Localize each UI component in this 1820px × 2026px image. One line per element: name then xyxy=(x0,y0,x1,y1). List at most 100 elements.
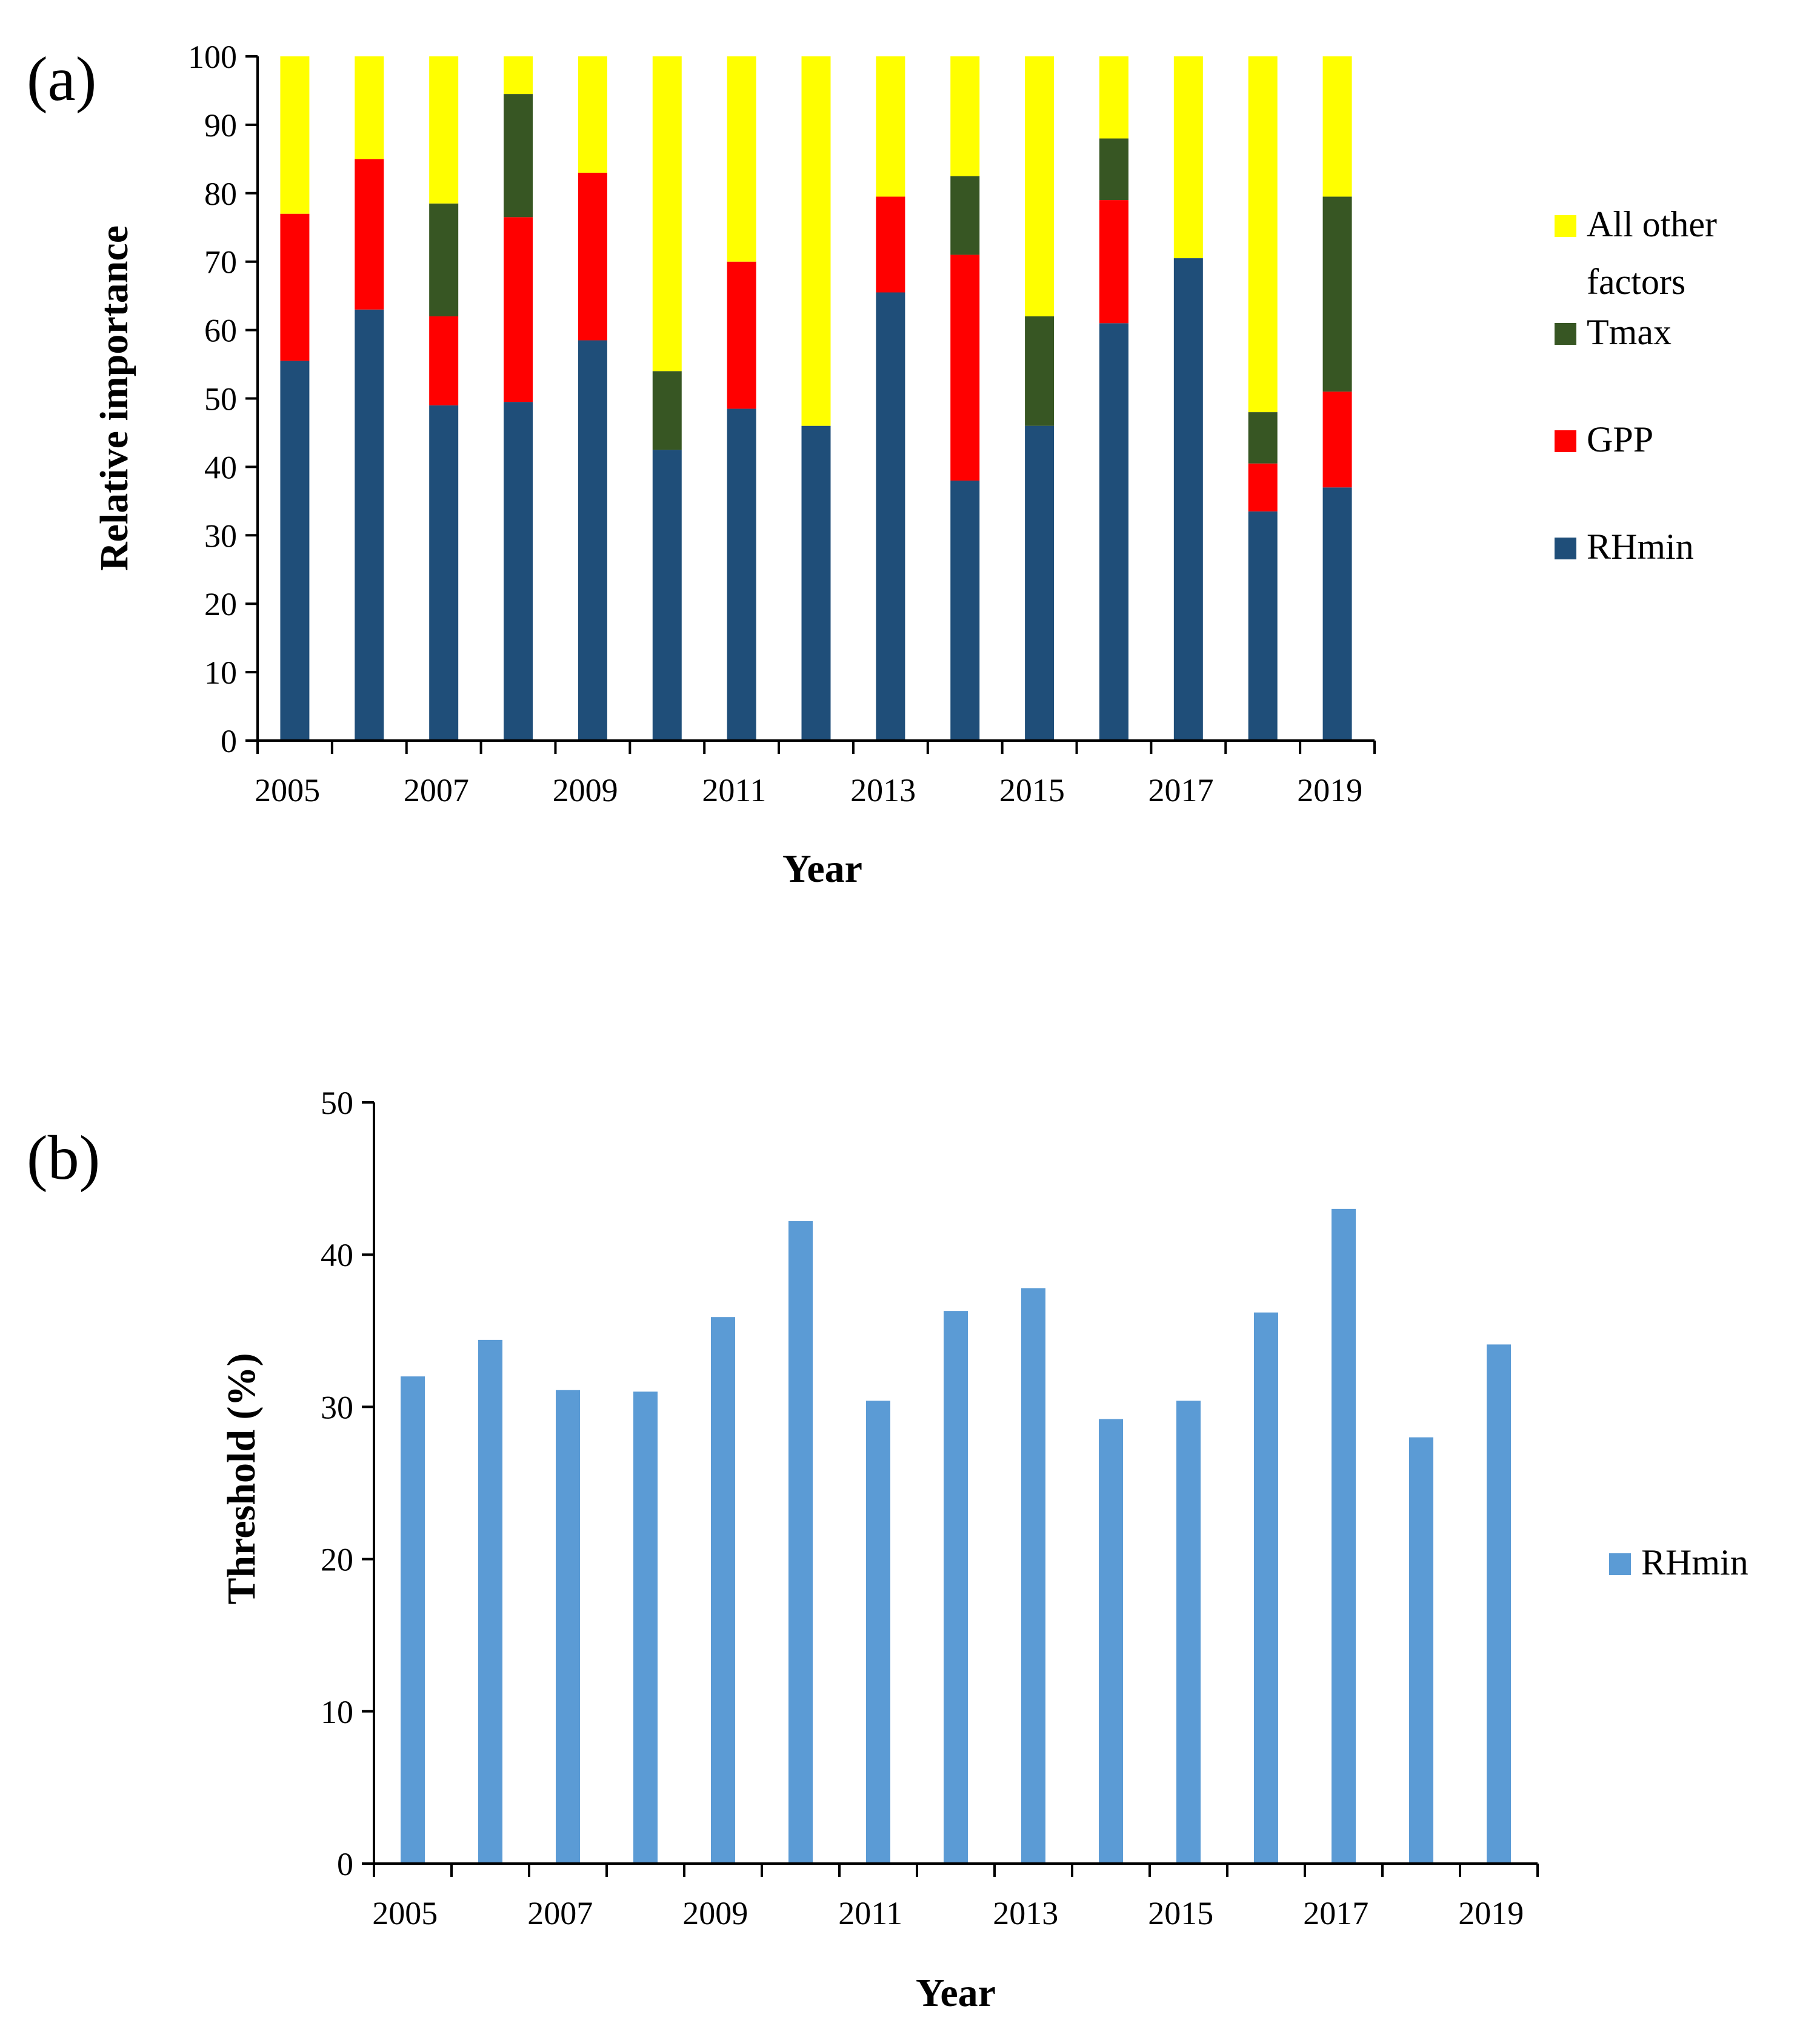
panel-a-y-tick-label: 50 xyxy=(204,381,237,418)
panel-b-x-tick-label: 2011 xyxy=(838,1895,902,1931)
panel-a-bar-gpp-2007 xyxy=(429,316,459,405)
panel-a-bar-all-other-factors-2019 xyxy=(1322,56,1352,197)
panel-a-bar-all-other-factors-2014 xyxy=(950,56,980,176)
legend-swatch-rhmin-threshold xyxy=(1609,1553,1631,1575)
panel-a-bar-all-other-factors-2013 xyxy=(876,56,905,197)
panel-a-bar-gpp-2009 xyxy=(578,172,607,341)
panel-b-bar-rhmin-2013 xyxy=(1021,1288,1045,1864)
panel-a-bar-all-other-factors-2006 xyxy=(355,56,384,159)
panel-b-bar-rhmin-2019 xyxy=(1487,1344,1511,1864)
panel-a-bar-tmax-2018 xyxy=(1248,412,1278,464)
panel-a-bar-all-other-factors-2010 xyxy=(652,56,682,372)
panel-b-bar-rhmin-2017 xyxy=(1332,1208,1356,1864)
panel-a-bar-all-other-factors-2005 xyxy=(280,56,310,214)
panel-a-x-axis-title: Year xyxy=(782,847,862,891)
panel-a-bar-all-other-factors-2007 xyxy=(429,56,459,204)
panel-a-bar-rhmin-2011 xyxy=(727,408,756,741)
panel-b-bar-rhmin-2010 xyxy=(788,1221,813,1864)
panel-b-label: (b) xyxy=(27,1123,100,1193)
panel-a-x-tick-label: 2007 xyxy=(404,772,469,808)
panel-a-bar-rhmin-2005 xyxy=(280,361,310,741)
panel-b-bar-rhmin-2007 xyxy=(556,1390,580,1864)
panel-a-bar-rhmin-2010 xyxy=(652,450,682,741)
panel-a-y-tick-label: 90 xyxy=(204,107,237,144)
panel-a-bar-all-other-factors-2017 xyxy=(1173,56,1203,259)
panel-b-bar-rhmin-2014 xyxy=(1099,1419,1123,1864)
panel-a-legend: All other factors Tmax GPP RHmin xyxy=(1555,204,1717,567)
panel-a-y-ticks: 0 10 20 30 40 50 60 70 80 90 100 xyxy=(188,39,258,759)
panel-b-bar-rhmin-2015 xyxy=(1176,1401,1201,1864)
panel-a-bar-all-other-factors-2008 xyxy=(504,56,533,95)
panel-a-bar-rhmin-2013 xyxy=(876,292,905,741)
panel-a-y-tick-label: 30 xyxy=(204,518,237,554)
legend-label-rhmin-threshold: RHmin xyxy=(1641,1542,1748,1582)
panel-a-bar-all-other-factors-2012 xyxy=(801,56,831,426)
panel-b-y-tick-label: 50 xyxy=(321,1085,353,1121)
panel-b-bar-rhmin-2008 xyxy=(633,1391,658,1864)
panel-a-bar-rhmin-2016 xyxy=(1099,323,1128,741)
panel-a-bar-all-other-factors-2015 xyxy=(1025,56,1055,317)
legend-swatch-gpp xyxy=(1555,430,1576,452)
panel-a-bar-rhmin-2007 xyxy=(429,405,459,741)
panel-a-x-tick-label: 2017 xyxy=(1148,772,1214,808)
panel-b-y-tick-label: 30 xyxy=(321,1389,353,1425)
panel-a-bar-rhmin-2012 xyxy=(801,425,831,741)
panel-a-x-ticks: 2005 2007 2009 2011 2013 2015 2017 2019 xyxy=(255,741,1376,808)
panel-a-y-tick-label: 10 xyxy=(204,655,237,691)
legend-label-rhmin: RHmin xyxy=(1587,527,1694,567)
legend-swatch-all-other-factors xyxy=(1555,215,1576,237)
panel-a-y-tick-label: 40 xyxy=(204,449,237,485)
panel-b-y-tick-label: 20 xyxy=(321,1542,353,1578)
panel-a-x-tick-label: 2005 xyxy=(255,772,320,808)
panel-b-bar-rhmin-2005 xyxy=(401,1376,425,1864)
panel-b-bar-rhmin-2016 xyxy=(1254,1312,1278,1864)
panel-a-bar-rhmin-2017 xyxy=(1173,258,1203,741)
panel-a-x-tick-label: 2013 xyxy=(850,772,916,808)
panel-b-y-tick-label: 0 xyxy=(337,1846,353,1882)
panel-a-bar-tmax-2016 xyxy=(1099,138,1128,201)
panel-a-bar-tmax-2007 xyxy=(429,203,459,317)
panel-a-y-tick-label: 60 xyxy=(204,313,237,349)
legend-label-all-other-factors-line2: factors xyxy=(1587,262,1685,302)
panel-b-x-tick-label: 2015 xyxy=(1148,1895,1213,1931)
legend-swatch-tmax xyxy=(1555,323,1576,345)
panel-a-bar-all-other-factors-2009 xyxy=(578,56,607,173)
panel-b-x-tick-label: 2005 xyxy=(372,1895,438,1931)
panel-a-bar-gpp-2011 xyxy=(727,261,756,409)
panel-a-bar-rhmin-2014 xyxy=(950,480,980,741)
legend-label-all-other-factors-line1: All other xyxy=(1587,204,1717,244)
panel-a-y-tick-label: 100 xyxy=(188,39,237,75)
panel-a-bar-tmax-2014 xyxy=(950,176,980,255)
panel-b-y-ticks: 0 10 20 30 40 50 xyxy=(321,1085,374,1882)
panel-b-x-tick-label: 2009 xyxy=(682,1895,748,1931)
panel-b-x-tick-label: 2019 xyxy=(1458,1895,1524,1931)
panel-b-y-tick-label: 40 xyxy=(321,1237,353,1273)
panel-b-y-tick-label: 10 xyxy=(321,1694,353,1730)
panel-b-x-tick-label: 2017 xyxy=(1303,1895,1368,1931)
panel-a-bar-tmax-2015 xyxy=(1025,316,1055,426)
panel-b-x-tick-label: 2007 xyxy=(527,1895,593,1931)
panel-a-x-tick-label: 2009 xyxy=(553,772,618,808)
panel-b-y-axis-title: Threshold (%) xyxy=(219,1353,264,1604)
panel-b-bar-rhmin-2011 xyxy=(866,1401,890,1864)
panel-a-bars xyxy=(280,56,1352,741)
panel-a-bar-gpp-2008 xyxy=(504,217,533,402)
panel-a-bar-gpp-2016 xyxy=(1099,200,1128,324)
panel-a-y-tick-label: 20 xyxy=(204,586,237,622)
panel-a-y-tick-label: 0 xyxy=(221,723,237,759)
panel-b-bar-rhmin-2009 xyxy=(711,1317,735,1864)
panel-a-bar-rhmin-2006 xyxy=(355,309,384,741)
panel-a-bar-tmax-2019 xyxy=(1322,196,1352,392)
panel-b-bars xyxy=(401,1208,1511,1864)
panel-a-bar-all-other-factors-2018 xyxy=(1248,56,1278,413)
panel-a-bar-tmax-2008 xyxy=(504,94,533,218)
panel-a-bar-all-other-factors-2016 xyxy=(1099,56,1128,139)
panel-a-bar-gpp-2018 xyxy=(1248,463,1278,511)
panel-a-bar-rhmin-2008 xyxy=(504,402,533,741)
panel-b-x-axis-title: Year xyxy=(916,1971,996,2015)
panel-b-bar-rhmin-2006 xyxy=(478,1339,502,1864)
panel-a-bar-all-other-factors-2011 xyxy=(727,56,756,262)
panel-a-bar-rhmin-2015 xyxy=(1025,425,1055,741)
